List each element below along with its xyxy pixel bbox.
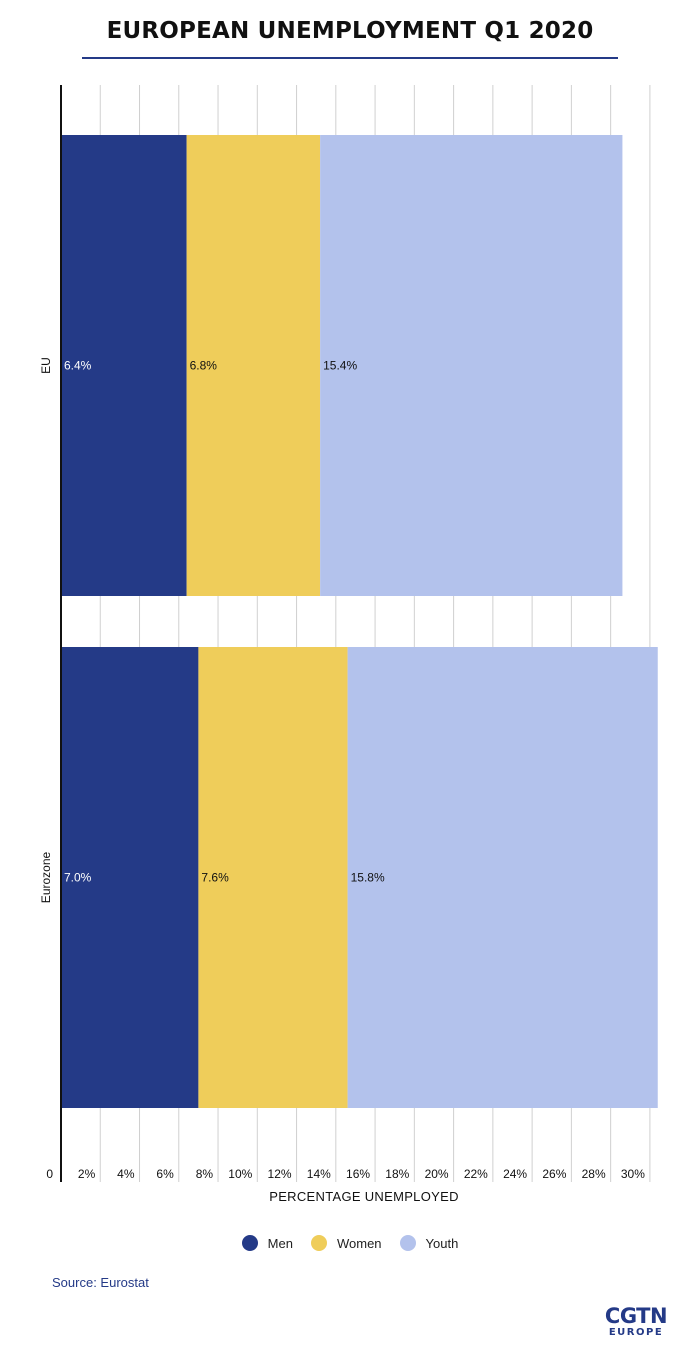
data-label: 6.4%	[64, 359, 92, 373]
x-tick-label: 22%	[464, 1167, 488, 1181]
source-note: Source: Eurostat	[52, 1275, 149, 1290]
x-tick-label: 20%	[425, 1167, 449, 1181]
axes: 0 2% 4% 6% 8% 10% 12% 14% 16% 18% 20% 22% 24% 26% 28% 3…	[39, 85, 645, 1204]
x-tick-label: 16%	[346, 1167, 370, 1181]
x-tick-label: 12%	[268, 1167, 292, 1181]
title-underline	[82, 57, 618, 59]
x-tick-label: 26%	[542, 1167, 566, 1181]
x-tick-label: 4%	[117, 1167, 135, 1181]
legend-label-men: Men	[267, 1235, 293, 1251]
logo-wordmark: CGTN	[604, 1304, 668, 1328]
bar-segment-men	[61, 647, 199, 1108]
legend-item-youth: Youth	[399, 1235, 459, 1251]
data-label: 6.8%	[190, 359, 218, 373]
x-tick-label: 6%	[156, 1167, 174, 1181]
x-tick-label: 28%	[582, 1167, 606, 1181]
bar-segment-youth	[320, 135, 623, 596]
legend: Men Women Youth	[0, 1235, 700, 1251]
bar-segment-women	[186, 135, 321, 596]
chart-title: EUROPEAN UNEMPLOYMENT Q1 2020	[106, 18, 594, 44]
legend-swatch-women	[310, 1235, 327, 1251]
legend-item-men: Men	[241, 1235, 293, 1251]
data-label: 7.0%	[64, 871, 92, 885]
x-tick-label: 24%	[503, 1167, 527, 1181]
stacked-bar-chart: 6.4% 6.8% 15.4% 7.0% 7.6% 15.8% 0 2% 4% 6% 8% 10% 1…	[39, 85, 658, 1204]
x-tick-label: 30%	[621, 1167, 645, 1181]
cgtn-europe-logo: CGTN EUROPE	[598, 1306, 674, 1338]
legend-label-women: Women	[336, 1235, 382, 1251]
legend-label-youth: Youth	[425, 1235, 459, 1251]
category-label: Eurozone	[39, 851, 53, 903]
bar-segment-youth	[347, 647, 658, 1108]
category-label: EU	[39, 357, 53, 374]
bar-segment-women	[198, 647, 348, 1108]
x-tick-label: 10%	[228, 1167, 252, 1181]
x-tick-label: 18%	[385, 1167, 409, 1181]
data-label: 15.8%	[351, 871, 385, 885]
x-tick-label: 8%	[196, 1167, 214, 1181]
legend-swatch-men	[241, 1235, 258, 1251]
data-label: 15.4%	[323, 359, 357, 373]
logo-subtitle: EUROPE	[608, 1327, 664, 1338]
x-axis-title: PERCENTAGE UNEMPLOYED	[269, 1189, 459, 1204]
legend-swatch-youth	[399, 1235, 416, 1251]
x-tick-label: 2%	[78, 1167, 96, 1181]
bars	[61, 135, 658, 1108]
legend-item-women: Women	[310, 1235, 382, 1251]
data-label: 7.6%	[201, 871, 229, 885]
x-tick-label: 0	[46, 1167, 53, 1181]
bar-segment-men	[61, 135, 187, 596]
data-labels: 6.4% 6.8% 15.4% 7.0% 7.6% 15.8%	[64, 359, 385, 885]
x-tick-label: 14%	[307, 1167, 331, 1181]
